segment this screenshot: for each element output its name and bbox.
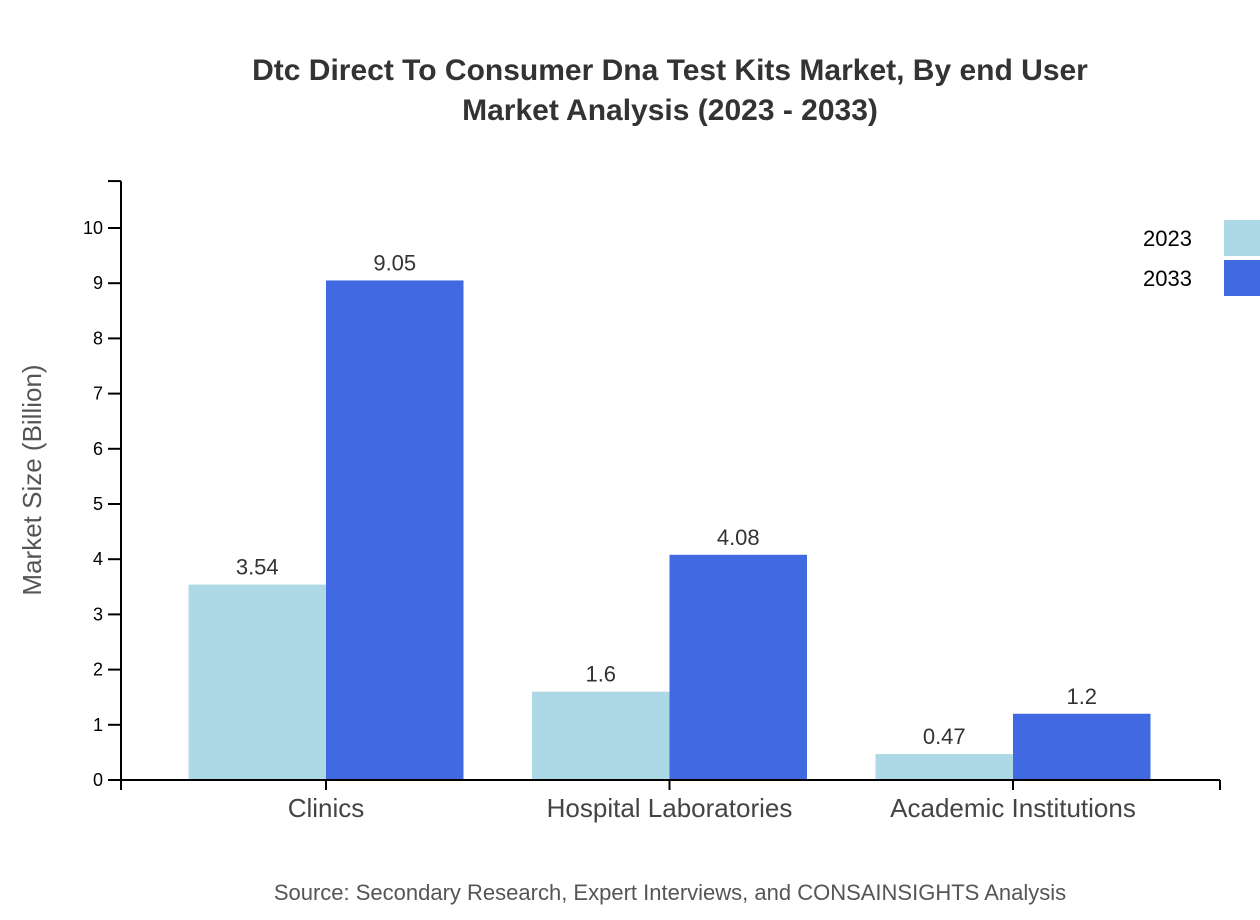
legend-label: 2033 — [1143, 266, 1192, 291]
data-label: 1.2 — [1066, 684, 1097, 709]
chart-title-line-1: Dtc Direct To Consumer Dna Test Kits Mar… — [252, 54, 1088, 87]
x-tick-label: Clinics — [288, 793, 365, 823]
bar-2023 — [188, 584, 326, 780]
x-tick-label: Academic Institutions — [890, 793, 1136, 823]
bars: 3.54 9.05 1.6 4.08 0.47 1.2 — [188, 250, 1151, 780]
y-axis-label: Market Size (Billion) — [17, 364, 47, 595]
legend-label: 2023 — [1143, 226, 1192, 251]
bar-2033 — [669, 554, 807, 780]
data-label: 0.47 — [923, 724, 966, 749]
source-note: Source: Secondary Research, Expert Inter… — [274, 880, 1066, 905]
bar-2033 — [326, 280, 464, 780]
y-tick-label: 7 — [93, 384, 103, 404]
y-tick-label: 0 — [93, 770, 103, 790]
y-tick-label: 3 — [93, 604, 103, 624]
y-tick-label: 5 — [93, 494, 103, 514]
data-label: 4.08 — [717, 525, 760, 550]
data-label: 1.6 — [585, 662, 616, 687]
legend: 2023 2033 — [1143, 220, 1260, 296]
axes: 0 1 2 3 4 5 6 7 8 9 10 Clinics Hospital Laboratories… — [83, 180, 1221, 823]
legend-swatch-2023 — [1224, 220, 1260, 256]
bar-2033 — [1013, 713, 1151, 780]
bar-2023 — [532, 691, 670, 780]
legend-swatch-2033 — [1224, 260, 1260, 296]
y-tick-label: 10 — [83, 218, 103, 238]
data-label: 9.05 — [373, 250, 416, 275]
chart-title-line-2: Market Analysis (2023 - 2033) — [462, 94, 878, 127]
y-tick-label: 6 — [93, 439, 103, 459]
bar-2023 — [875, 754, 1013, 780]
y-tick-label: 2 — [93, 660, 103, 680]
data-label: 3.54 — [236, 555, 279, 580]
y-tick-label: 9 — [93, 273, 103, 293]
x-tick-label: Hospital Laboratories — [547, 793, 793, 823]
y-tick-label: 4 — [93, 549, 103, 569]
y-tick-label: 8 — [93, 328, 103, 348]
y-tick-label: 1 — [93, 715, 103, 735]
